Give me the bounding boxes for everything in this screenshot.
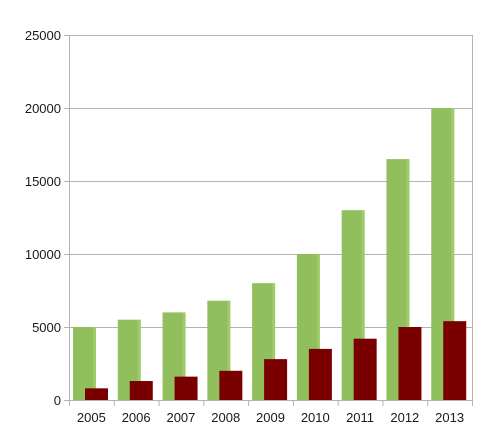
y-tick-label: 10000: [25, 247, 61, 262]
bar-series1-edge: [137, 319, 141, 400]
y-tick-label: 0: [54, 393, 61, 408]
bar-series1-2006: [117, 319, 141, 400]
bar-series2-2006: [129, 381, 153, 400]
x-tick-label: 2006: [122, 410, 151, 425]
bars: [73, 108, 467, 400]
bar-series1-edge: [451, 108, 455, 400]
bar-series2-2010: [308, 348, 332, 400]
x-tick-label: 2009: [256, 410, 285, 425]
x-tick-label: 2013: [435, 410, 464, 425]
bar-series2-2013: [443, 321, 467, 400]
bar-series2-2007: [174, 376, 198, 400]
x-tick-label: 2010: [301, 410, 330, 425]
x-axis-tick-labels: 2005 2006 2007 2008 2009 2010 2011 2012 2013: [77, 410, 464, 425]
x-tick-label: 2008: [211, 410, 240, 425]
bar-series1-edge: [272, 283, 276, 400]
bar-series1-edge: [406, 159, 410, 400]
x-tick-label: 2012: [390, 410, 419, 425]
y-tick-label: 15000: [25, 174, 61, 189]
bar-series2-2005: [85, 388, 108, 400]
x-tick-label: 2011: [346, 410, 374, 425]
axes: [64, 35, 473, 406]
x-tick-label: 2005: [77, 410, 106, 425]
y-axis-tick-labels: 0 5000 10000 15000 20000 25000: [25, 28, 61, 408]
bar-series2-2009: [264, 359, 288, 400]
bar-series1-edge: [316, 254, 320, 400]
bar-series1-edge: [361, 210, 365, 400]
bar-series1-edge: [93, 327, 96, 400]
y-tick-label: 20000: [25, 101, 61, 116]
bar-series2-2011: [353, 338, 377, 400]
x-tick-label: 2007: [166, 410, 195, 425]
bar-series1-2005: [73, 327, 96, 400]
bar-series1-edge: [182, 312, 186, 400]
bar-series2-2012: [398, 327, 422, 400]
y-tick-label: 5000: [32, 320, 61, 335]
bar-series1-edge: [227, 300, 231, 400]
y-tick-label: 25000: [25, 28, 61, 43]
bar-series2-2008: [219, 370, 243, 400]
